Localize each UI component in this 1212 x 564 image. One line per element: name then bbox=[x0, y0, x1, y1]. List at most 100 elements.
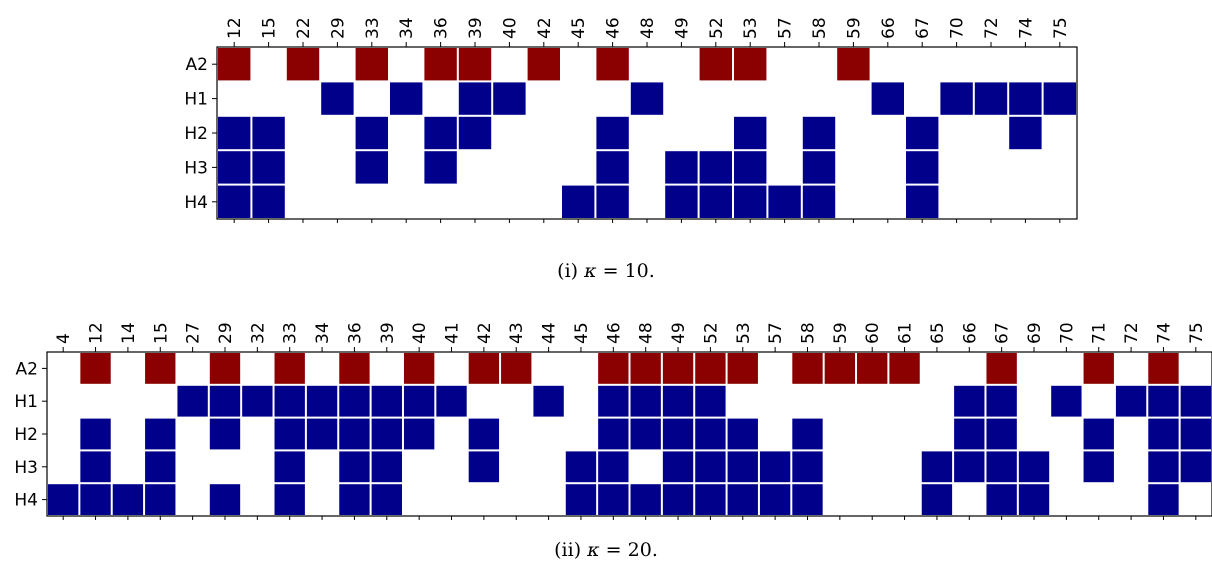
column-label-70: 70 bbox=[948, 17, 968, 39]
cell-A2-61 bbox=[889, 353, 920, 384]
cell-H3-75 bbox=[1180, 451, 1211, 483]
cell-H1-33 bbox=[274, 385, 305, 417]
column-label-53: 53 bbox=[734, 322, 754, 344]
column-label-70: 70 bbox=[1057, 322, 1077, 344]
cell-H2-58 bbox=[802, 116, 836, 150]
cell-H2-71 bbox=[1083, 418, 1114, 450]
cell-H4-36 bbox=[339, 484, 370, 515]
cell-H2-46 bbox=[596, 116, 629, 150]
cell-H4-12 bbox=[80, 484, 111, 515]
cell-A2-15 bbox=[145, 353, 176, 384]
cell-H1-40 bbox=[493, 82, 526, 115]
cell-H3-12 bbox=[218, 151, 251, 184]
row-label-H1: H1 bbox=[14, 392, 38, 412]
plot-frame bbox=[216, 46, 1078, 220]
cell-H1-40 bbox=[403, 385, 435, 417]
column-label-59: 59 bbox=[831, 322, 851, 344]
cell-H3-12 bbox=[80, 451, 111, 483]
column-label-72: 72 bbox=[1122, 322, 1142, 344]
cell-A2-46 bbox=[598, 353, 629, 384]
heatmap-panel-kappa-20: 4 12 14 15 27 29 32 33 34 36 39 40 41 42 43 44 45 46 48 49 5… bbox=[14, 322, 1212, 520]
caption-kappa-10: (i) κ = 10. bbox=[557, 260, 655, 282]
column-label-52: 52 bbox=[701, 322, 721, 344]
column-label-41: 41 bbox=[443, 322, 463, 344]
cell-H3-58 bbox=[802, 151, 836, 184]
cell-H4-45 bbox=[562, 185, 595, 218]
cell-H4-39 bbox=[371, 484, 402, 515]
cell-H3-71 bbox=[1083, 451, 1114, 483]
cell-A2-53 bbox=[734, 48, 767, 81]
cell-H4-58 bbox=[802, 185, 836, 218]
cell-H3-46 bbox=[596, 151, 629, 184]
cell-H4-74 bbox=[1148, 484, 1179, 515]
cell-A2-58 bbox=[792, 353, 823, 384]
cell-H4-49 bbox=[662, 484, 694, 515]
cell-H4-65 bbox=[921, 484, 953, 515]
column-label-15: 15 bbox=[151, 322, 171, 344]
cell-H4-45 bbox=[565, 484, 597, 515]
cell-A2-71 bbox=[1083, 353, 1114, 384]
cell-H2-74 bbox=[1009, 116, 1042, 150]
cell-H1-29 bbox=[209, 385, 241, 417]
cell-A2-42 bbox=[468, 353, 500, 384]
cell-H4-15 bbox=[145, 484, 176, 515]
column-label-59: 59 bbox=[844, 17, 864, 39]
column-label-43: 43 bbox=[507, 322, 527, 344]
cell-H3-69 bbox=[1018, 451, 1050, 483]
cell-H1-74 bbox=[1009, 82, 1042, 115]
cell-H3-49 bbox=[662, 451, 694, 483]
column-label-33: 33 bbox=[363, 17, 383, 39]
cell-H1-72 bbox=[1115, 385, 1147, 417]
column-label-67: 67 bbox=[993, 322, 1013, 344]
column-label-45: 45 bbox=[569, 17, 589, 39]
column-label-58: 58 bbox=[798, 322, 818, 344]
column-label-48: 48 bbox=[637, 322, 657, 344]
column-label-74: 74 bbox=[1154, 322, 1174, 344]
cell-A2-40 bbox=[403, 353, 435, 384]
column-label-60: 60 bbox=[863, 322, 883, 344]
column-label-27: 27 bbox=[184, 322, 204, 344]
row-label-H2: H2 bbox=[14, 425, 38, 445]
cell-H3-36 bbox=[424, 151, 457, 184]
caption-prefix: (ii) bbox=[554, 539, 581, 561]
cell-H2-39 bbox=[371, 418, 402, 450]
column-label-42: 42 bbox=[475, 322, 495, 344]
cell-A2-36 bbox=[339, 353, 370, 384]
column-label-58: 58 bbox=[810, 17, 830, 39]
column-label-52: 52 bbox=[707, 17, 727, 39]
cell-H4-4 bbox=[48, 484, 79, 515]
cell-H2-36 bbox=[339, 418, 370, 450]
cell-H4-46 bbox=[598, 484, 629, 515]
cell-H3-52 bbox=[699, 151, 732, 184]
column-label-45: 45 bbox=[572, 322, 592, 344]
column-label-22: 22 bbox=[294, 17, 314, 39]
cell-H1-39 bbox=[458, 82, 492, 115]
cell-H4-57 bbox=[768, 185, 801, 218]
cell-H2-36 bbox=[424, 116, 457, 150]
column-label-44: 44 bbox=[540, 322, 560, 344]
cell-H2-15 bbox=[252, 116, 285, 150]
caption-prefix: (i) bbox=[557, 260, 578, 282]
cell-H4-53 bbox=[734, 185, 767, 218]
column-label-74: 74 bbox=[1016, 17, 1036, 39]
cell-H4-29 bbox=[209, 484, 241, 515]
column-label-49: 49 bbox=[669, 322, 689, 344]
row-label-H3: H3 bbox=[14, 458, 38, 478]
cell-A2-67 bbox=[986, 353, 1017, 384]
cell-H1-70 bbox=[940, 82, 973, 115]
cell-H4-49 bbox=[665, 185, 698, 218]
cell-H3-36 bbox=[339, 451, 370, 483]
cell-H2-53 bbox=[727, 418, 758, 450]
cell-H1-46 bbox=[598, 385, 629, 417]
column-label-29: 29 bbox=[328, 17, 348, 39]
cell-H2-15 bbox=[145, 418, 176, 450]
cell-A2-33 bbox=[355, 48, 388, 81]
cell-H4-53 bbox=[727, 484, 758, 515]
cell-H4-58 bbox=[792, 484, 823, 515]
column-label-42: 42 bbox=[535, 17, 555, 39]
cell-H1-32 bbox=[242, 385, 273, 417]
cell-H3-66 bbox=[954, 451, 985, 483]
cell-H4-14 bbox=[112, 484, 144, 515]
cell-H2-58 bbox=[792, 418, 823, 450]
column-label-61: 61 bbox=[896, 322, 916, 344]
